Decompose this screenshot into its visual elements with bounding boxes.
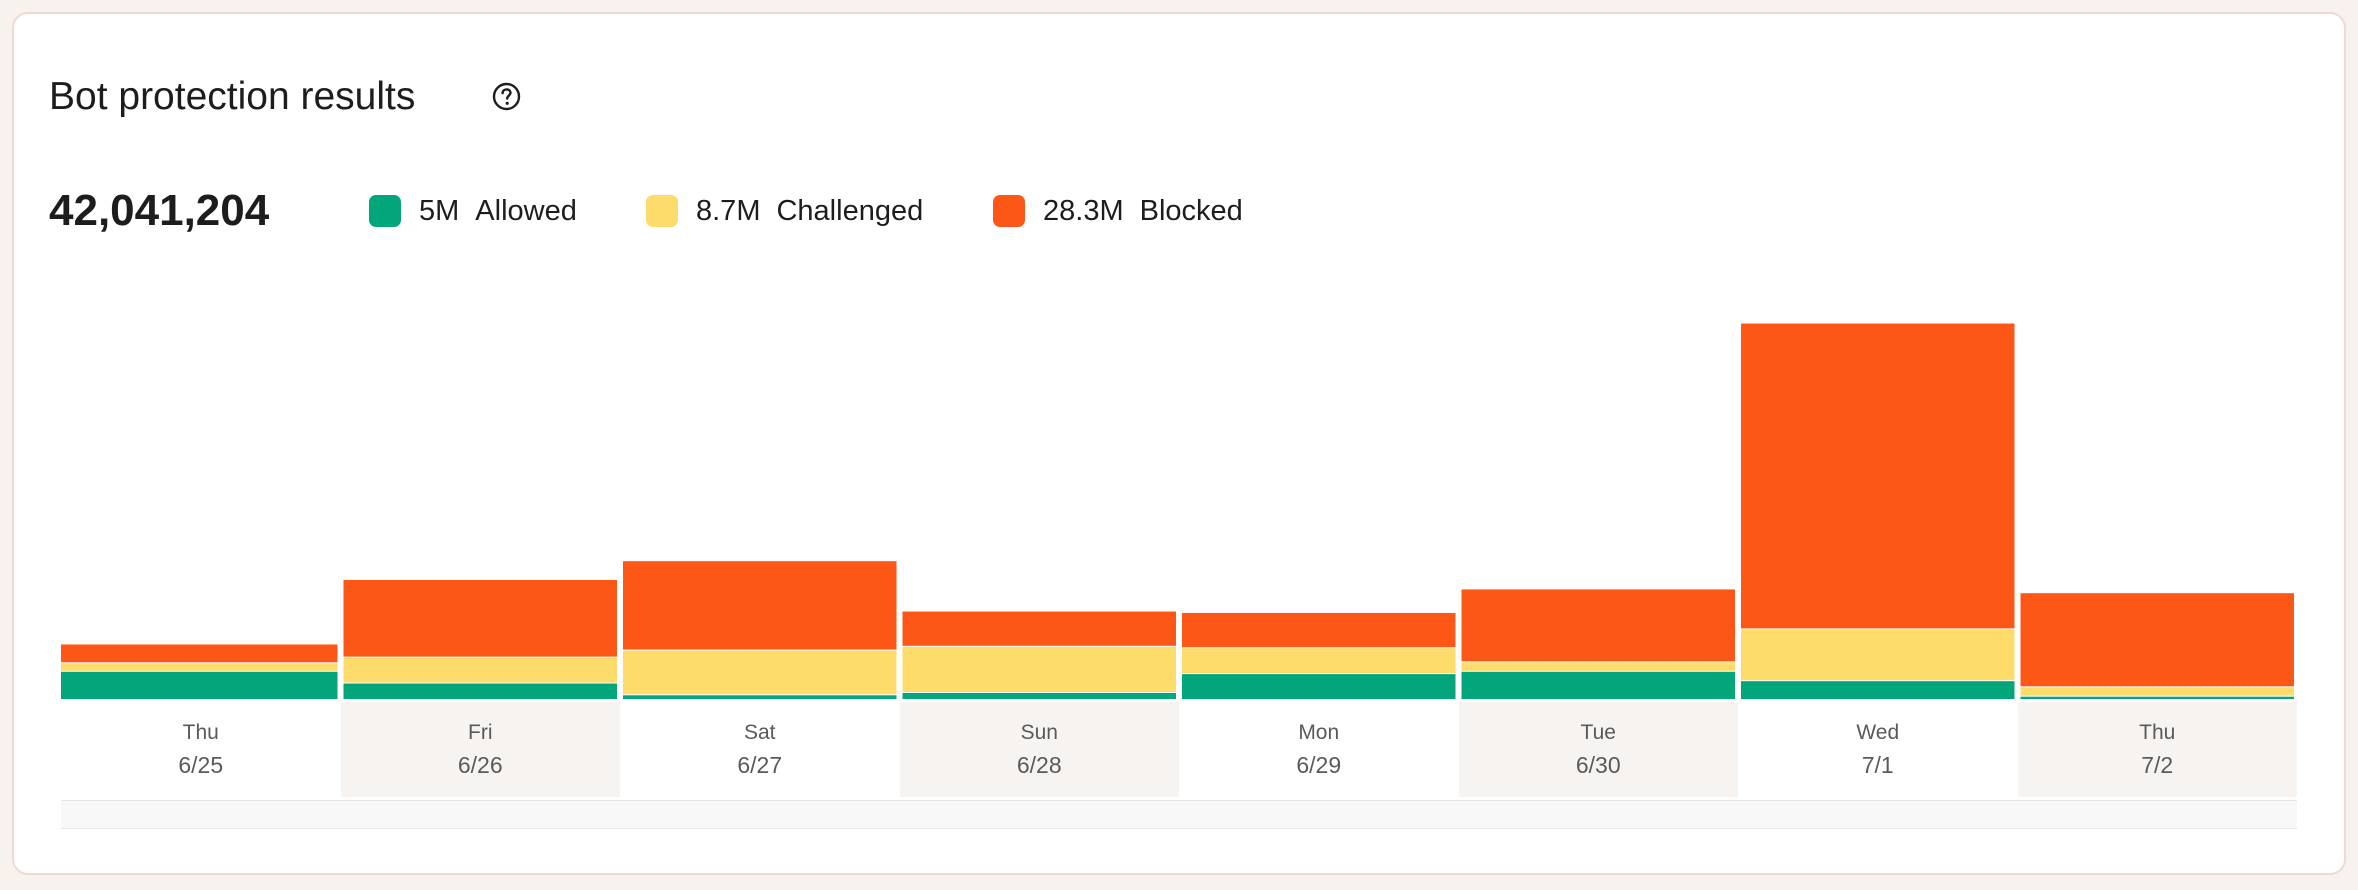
allowed-value: 5M (419, 194, 460, 227)
day-band (1458, 702, 1738, 797)
x-tick-weekday: Thu (183, 721, 219, 744)
bar-allowed-6/28[interactable] (902, 692, 1177, 699)
chart-scrollbar[interactable] (61, 800, 2297, 829)
blocked-value: 28.3M (1043, 194, 1124, 227)
x-tick-date: 6/25 (178, 752, 223, 778)
challenged-swatch (646, 195, 678, 227)
x-tick-weekday: Tue (1581, 721, 1616, 744)
bar-blocked-7/1[interactable] (1741, 323, 2015, 629)
bar-blocked-6/30[interactable] (1461, 589, 1736, 662)
day-band (2017, 702, 2297, 797)
bar-allowed-6/29[interactable] (1182, 674, 1456, 699)
bar-challenged-7/2[interactable] (2020, 687, 2295, 696)
legend-item-allowed: 5M Allowed (369, 193, 577, 229)
x-tick-weekday: Mon (1298, 721, 1339, 744)
bar-allowed-6/26[interactable] (343, 683, 618, 699)
x-tick-date: 7/2 (2141, 752, 2173, 778)
challenged-label: Challenged (776, 194, 924, 227)
bar-blocked-6/25[interactable] (61, 644, 338, 663)
challenged-value: 8.7M (696, 194, 761, 227)
allowed-label: Allowed (475, 194, 577, 227)
bar-challenged-7/1[interactable] (1741, 629, 2015, 681)
x-tick-weekday: Fri (468, 721, 493, 744)
bar-blocked-6/26[interactable] (343, 580, 618, 657)
allowed-swatch (369, 195, 401, 227)
bar-challenged-6/29[interactable] (1182, 648, 1456, 674)
bar-allowed-6/27[interactable] (623, 695, 897, 699)
bar-challenged-6/27[interactable] (623, 650, 897, 695)
x-tick-date: 6/28 (1017, 752, 1062, 778)
panel-title: Bot protection results (49, 75, 416, 118)
bar-blocked-6/28[interactable] (902, 611, 1177, 646)
x-tick-weekday: Sat (744, 721, 776, 744)
x-tick-date: 7/1 (1862, 752, 1894, 778)
question-circle-icon[interactable] (492, 82, 521, 111)
bar-challenged-6/28[interactable] (902, 646, 1177, 692)
x-tick-weekday: Thu (2139, 721, 2175, 744)
bar-allowed-6/25[interactable] (61, 671, 338, 699)
bar-allowed-7/1[interactable] (1741, 681, 2015, 699)
x-tick-date: 6/26 (458, 752, 503, 778)
x-tick-weekday: Wed (1856, 721, 1899, 744)
day-band (340, 702, 620, 797)
x-tick-date: 6/27 (737, 752, 782, 778)
blocked-label: Blocked (1139, 194, 1243, 227)
legend-item-blocked: 28.3M Blocked (993, 193, 1243, 229)
x-tick-weekday: Sun (1021, 721, 1058, 744)
x-tick-date: 6/30 (1576, 752, 1621, 778)
bar-challenged-6/26[interactable] (343, 657, 618, 683)
total-requests: 42,041,204 (49, 186, 270, 235)
x-tick-date: 6/29 (1296, 752, 1341, 778)
bar-challenged-6/30[interactable] (1461, 662, 1736, 671)
bar-blocked-6/29[interactable] (1182, 612, 1456, 648)
bar-blocked-6/27[interactable] (623, 561, 897, 650)
bar-blocked-7/2[interactable] (2020, 593, 2295, 687)
bar-allowed-7/2[interactable] (2020, 696, 2295, 699)
bar-allowed-6/30[interactable] (1461, 671, 1736, 699)
legend-item-challenged: 8.7M Challenged (646, 193, 923, 229)
bar-challenged-6/25[interactable] (61, 663, 338, 671)
blocked-swatch (993, 195, 1025, 227)
day-band (899, 702, 1179, 797)
